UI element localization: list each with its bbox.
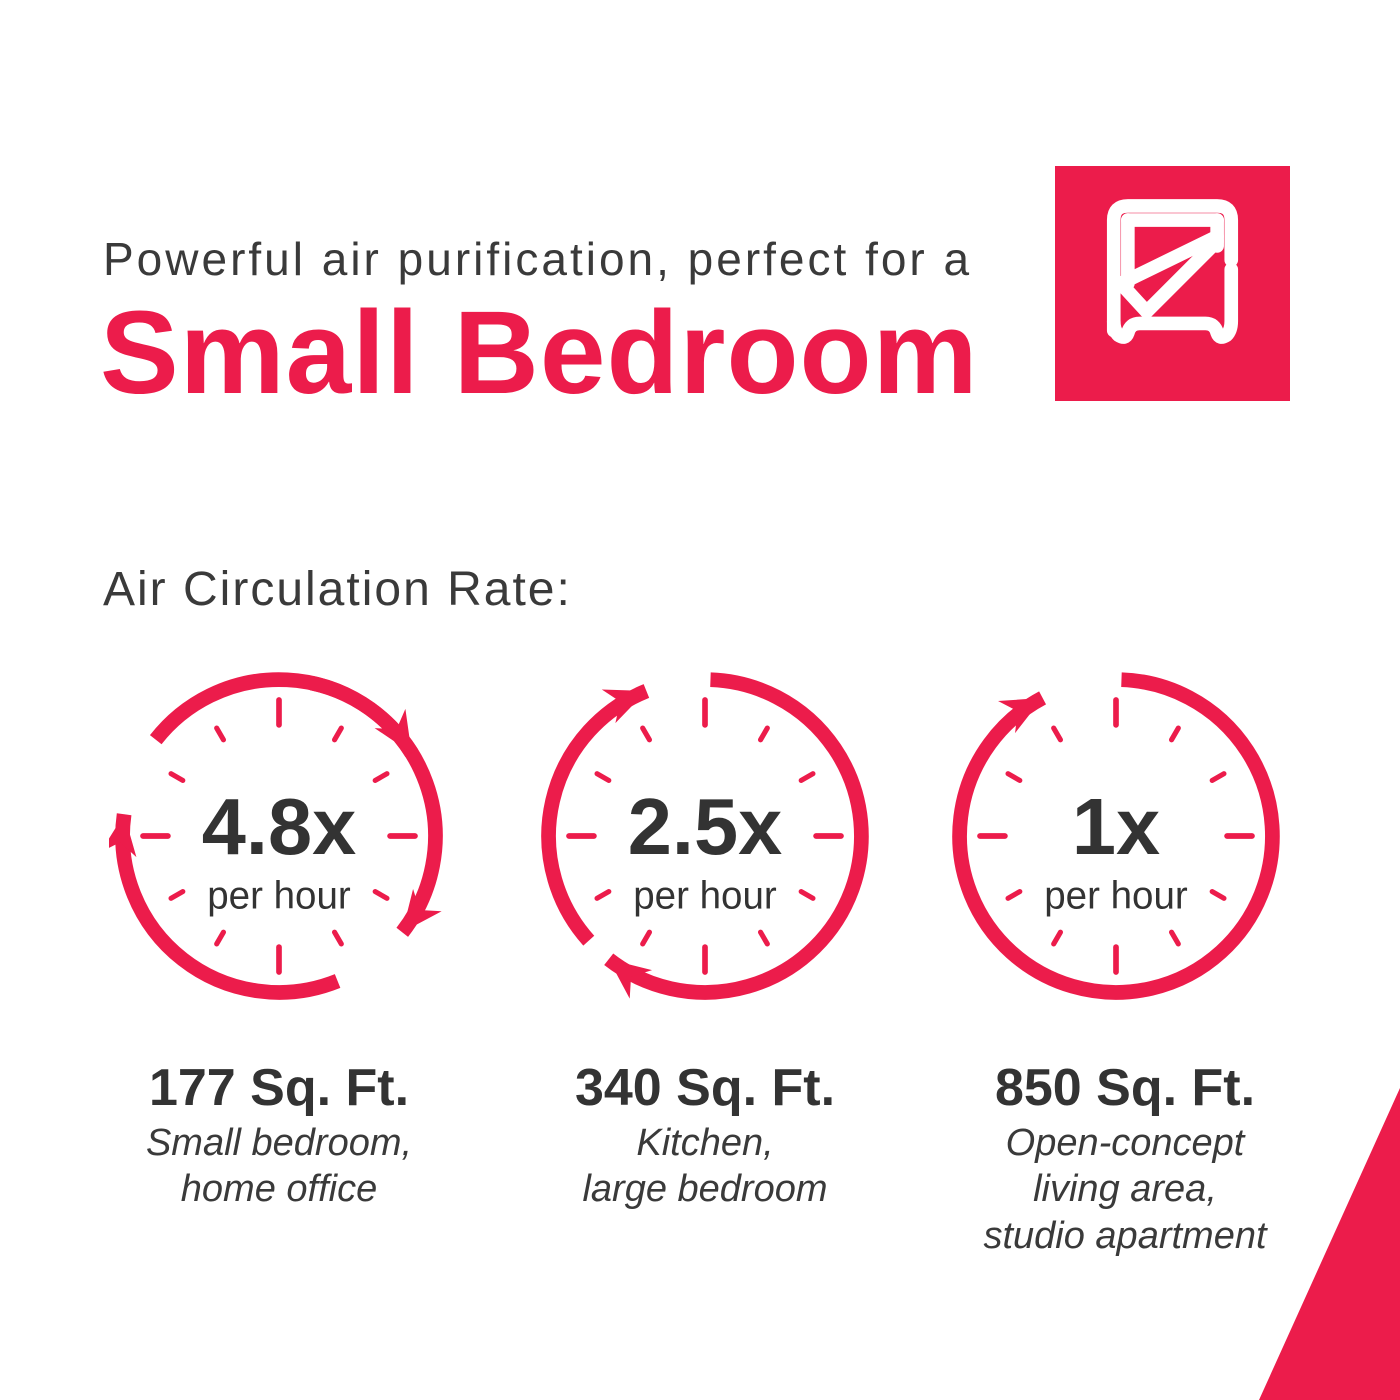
svg-text:4.8x: 4.8x [202, 782, 356, 871]
svg-text:2.5x: 2.5x [628, 782, 782, 871]
svg-text:1x: 1x [1072, 782, 1160, 871]
svg-text:per hour: per hour [1044, 875, 1188, 918]
svg-text:per hour: per hour [207, 875, 351, 918]
svg-text:per hour: per hour [633, 875, 777, 918]
